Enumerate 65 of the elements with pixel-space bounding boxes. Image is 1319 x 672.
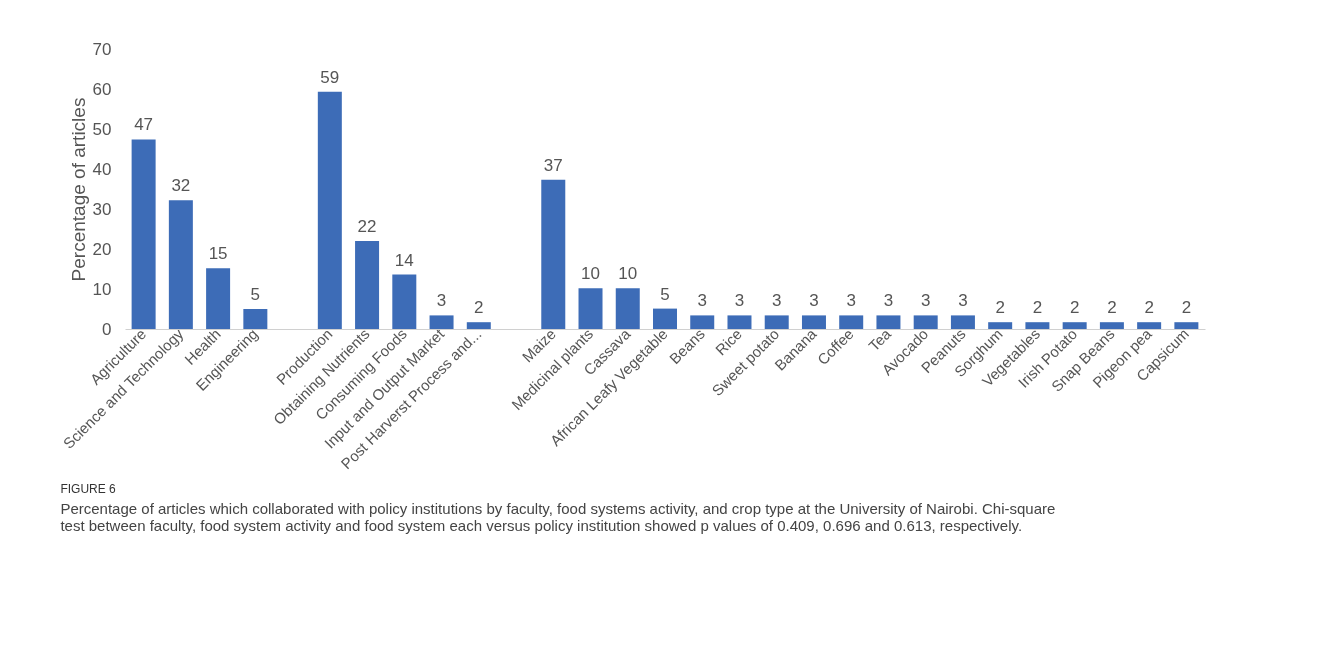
data-label: 37: [543, 155, 563, 175]
y-tick-label: 10: [92, 279, 112, 299]
data-label: 5: [660, 284, 670, 304]
data-label: 14: [394, 250, 414, 270]
bar: [243, 309, 268, 329]
bar: [1137, 322, 1162, 329]
data-label: 47: [134, 115, 154, 135]
bar: [1062, 322, 1087, 329]
bar: [1174, 322, 1199, 329]
bar: [206, 268, 231, 329]
bar: [355, 241, 380, 329]
y-tick-label: 50: [92, 119, 112, 139]
bar: [541, 179, 566, 329]
bar: [876, 315, 901, 329]
bar: [690, 315, 715, 329]
data-label: 3: [771, 291, 782, 311]
bar: [168, 200, 193, 329]
data-label: 22: [357, 217, 377, 236]
bar: [988, 322, 1013, 329]
data-label: 2: [1107, 298, 1117, 318]
data-label: 3: [734, 291, 745, 311]
data-label: 2: [474, 298, 484, 318]
bar: [950, 315, 975, 329]
bar: [466, 322, 491, 329]
data-label: 15: [208, 244, 228, 264]
data-label: 2: [1181, 298, 1192, 318]
bar: [615, 288, 640, 329]
y-tick-label: 70: [92, 39, 112, 59]
y-tick-label: 30: [92, 199, 112, 219]
data-label: 2: [1069, 298, 1080, 318]
data-label: 3: [436, 291, 447, 311]
data-label: 5: [250, 285, 261, 304]
bar: [317, 91, 342, 329]
data-label: 32: [171, 176, 191, 196]
bar: [1025, 322, 1050, 329]
data-label: 3: [697, 291, 707, 311]
data-label: 2: [1144, 298, 1154, 318]
y-tick-label: 20: [92, 239, 112, 259]
data-label: 3: [883, 291, 894, 311]
bar: [429, 315, 454, 329]
y-axis-title: Percentage of articles: [67, 97, 89, 282]
data-label: 3: [958, 291, 968, 311]
data-label: 2: [995, 298, 1005, 318]
y-tick-label: 40: [92, 159, 112, 179]
bar: [764, 315, 789, 329]
bar: [392, 274, 417, 329]
text: Percentage of articles which collaborated with policy institutions by faculty, food systems activity, and crop type at the University of Nairobi. Chi-square test between faculty, food system activity and food system each versus policy institution showed p values of 0.409, 0.696 and 0.613, respectively.: [60, 499, 1056, 534]
bar: [727, 315, 752, 329]
data-label: 3: [846, 291, 856, 311]
data-label: 10: [618, 264, 638, 284]
data-label: 3: [809, 291, 819, 311]
data-label: 2: [1032, 298, 1043, 318]
bar: [1099, 322, 1124, 329]
bar: [839, 315, 864, 329]
data-label: 59: [320, 67, 340, 87]
bar: [653, 308, 677, 329]
data-label: 10: [581, 264, 600, 284]
x-tick-label: Rice: [711, 325, 746, 359]
bar: [801, 315, 826, 329]
bar: [131, 139, 156, 329]
bar: [578, 288, 603, 329]
y-tick-label: 60: [92, 79, 112, 99]
bar: [913, 315, 938, 329]
data-label: 3: [920, 291, 931, 311]
text: FIGURE 6: [60, 481, 117, 496]
